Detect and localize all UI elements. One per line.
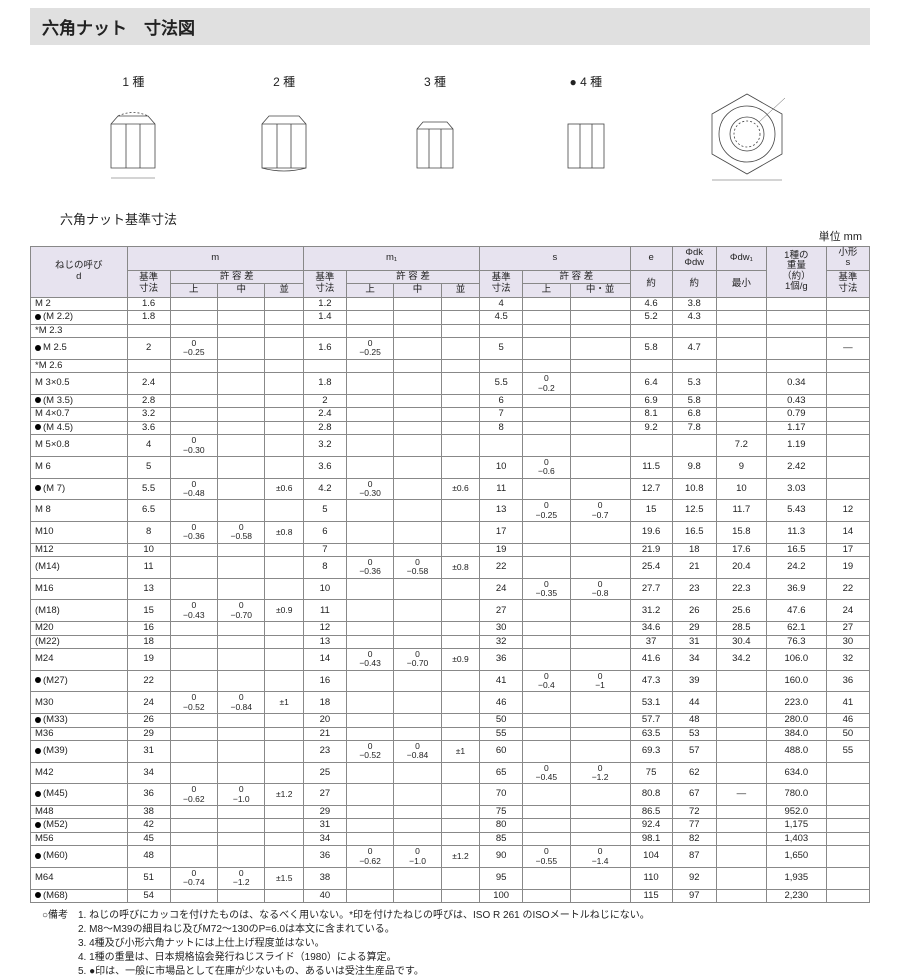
- table-row: (M 7)5.50−0.48±0.64.20−0.30±0.61112.710.…: [31, 478, 870, 500]
- table-row: (M22)181332373130.476.330: [31, 635, 870, 648]
- page-title: 六角ナット 寸法図: [30, 8, 870, 45]
- th-basic: 基準寸法: [480, 270, 523, 297]
- th-s: s: [480, 247, 630, 271]
- table-row: (M60)48360−0.620−1.0±1.2900−0.550−1.4104…: [31, 846, 870, 868]
- table-body: M 21.61.244.63.8(M 2.2)1.81.44.55.24.3*M…: [31, 297, 870, 902]
- table-row: (M68)5440100115972,230: [31, 889, 870, 902]
- th-ue: 上: [523, 284, 570, 297]
- table-row: M 3×0.52.41.85.50−0.26.45.30.34: [31, 373, 870, 395]
- table-row: M30240−0.520−0.84±1184653.144223.041: [31, 692, 870, 714]
- notes: ○備考1. ねじの呼びにカッコを付けたものは、なるべく用いない。*印を付けたねじ…: [30, 909, 870, 979]
- th-m1: m₁: [303, 247, 479, 271]
- th-thread: ねじの呼びd: [31, 247, 128, 298]
- diagrams-row: 1 種 2 種: [58, 59, 842, 199]
- table-row: (M39)31230−0.520−0.84±16069.357488.055: [31, 740, 870, 762]
- th-basic: 基準寸法: [127, 270, 170, 297]
- diagram-label: 2 種: [244, 73, 324, 90]
- th-nami: 並: [265, 284, 303, 297]
- th-phidw1-sub: 最小: [716, 270, 766, 297]
- th-small: 小形s: [826, 247, 869, 271]
- table-row: M4838297586.572952.0: [31, 806, 870, 819]
- table-row: (M18)150−0.430−0.70±0.9112731.22625.647.…: [31, 600, 870, 622]
- table-row: M 4×0.73.22.478.16.80.79: [31, 408, 870, 421]
- note-line: 1. ねじの呼びにカッコを付けたものは、なるべく用いない。*印を付けたねじの呼び…: [78, 910, 650, 921]
- th-naka: 中: [218, 284, 265, 297]
- diagram-label: 3 種: [395, 73, 475, 90]
- table-row: M121071921.91817.616.517: [31, 543, 870, 556]
- note-line: 5. ●印は、一般に市場品として在庫が少ないもの、あるいは受注生産品です。: [78, 966, 424, 977]
- th-e-sub: 約: [630, 270, 672, 297]
- diagram-label: 1 種: [93, 73, 173, 90]
- th-nakanami: 中・並: [570, 284, 630, 297]
- table-row: (M14)1180−0.360−0.58±0.82225.42120.424.2…: [31, 557, 870, 579]
- spec-table: ねじの呼びd m m₁ s e ΦdkΦdw Φdw₁ 1種の重量（約）1個/g…: [30, 246, 870, 903]
- diagram-type3: 3 種: [395, 73, 475, 199]
- nut-side-2: [244, 94, 324, 194]
- table-row: (M 4.5)3.62.889.27.81.17: [31, 421, 870, 434]
- unit-label: 単位 mm: [30, 228, 862, 244]
- table-row: M 5×0.840−0.303.27.21.19: [31, 435, 870, 457]
- table-row: M423425650−0.450−1.27562634.0: [31, 762, 870, 784]
- table-row: (M45)360−0.620−1.0±1.2277080.867—780.0: [31, 784, 870, 806]
- th-weight: 1種の重量（約）1個/g: [766, 247, 826, 298]
- th-phidk: ΦdkΦdw: [672, 247, 716, 271]
- note-line: 3. 4種及び小形六角ナットには上仕上げ程度並はない。: [78, 938, 325, 949]
- table-row: M1080−0.360−0.58±0.861719.616.515.811.31…: [31, 521, 870, 543]
- th-phidk-sub: 約: [672, 270, 716, 297]
- th-m: m: [127, 247, 303, 271]
- diagram-label: ● 4 種: [546, 73, 626, 90]
- table-row: M3629215563.553384.050: [31, 727, 870, 740]
- nut-side-3: [395, 94, 475, 194]
- table-row: M2419140−0.430−0.70±0.93641.63434.2106.0…: [31, 649, 870, 671]
- th-ue: 上: [170, 284, 217, 297]
- table-row: (M52)42318092.4771,175: [31, 819, 870, 832]
- th-tol: 許 容 差: [170, 270, 303, 283]
- table-row: (M 3.5)2.8266.95.80.43: [31, 394, 870, 407]
- table-row: (M 2.2)1.81.44.55.24.3: [31, 311, 870, 324]
- th-tol: 許 容 差: [523, 270, 630, 283]
- diagram-type2: 2 種: [244, 73, 324, 199]
- table-row: (M27)2216410−0.40−147.339160.036: [31, 670, 870, 692]
- th-nami: 並: [441, 284, 479, 297]
- th-ue: 上: [346, 284, 393, 297]
- table-row: M 86.55130−0.250−0.71512.511.75.4312: [31, 500, 870, 522]
- note-line: 4. 1種の重量は、日本規格協会発行ねじスライド（1980）による算定。: [78, 952, 397, 963]
- table-row: (M33)26205057.748280.046: [31, 714, 870, 727]
- notes-lead: ○備考: [42, 909, 78, 923]
- table-row: M 21.61.244.63.8: [31, 297, 870, 310]
- diagram-type4: ● 4 種: [546, 73, 626, 199]
- diagram-top: [697, 66, 807, 199]
- table-row: *M 2.3: [31, 324, 870, 337]
- th-phidw1: Φdw₁: [716, 247, 766, 271]
- th-basic: 基準寸法: [303, 270, 346, 297]
- table-row: M161310240−0.350−0.827.72322.336.922: [31, 578, 870, 600]
- nut-side-1: [93, 94, 173, 194]
- th-e: e: [630, 247, 672, 271]
- nut-top-view: [697, 84, 807, 194]
- th-naka: 中: [394, 284, 441, 297]
- th-tol: 許 容 差: [346, 270, 479, 283]
- table-row: *M 2.6: [31, 359, 870, 372]
- diagram-label: [697, 66, 807, 80]
- table-row: M2016123034.62928.562.127: [31, 622, 870, 635]
- nut-side-4: [546, 94, 626, 194]
- diagram-type1: 1 種: [93, 73, 173, 199]
- note-line: 2. M8～M39の細目ねじ及びM72～130のP=6.0は本文に含まれている。: [78, 924, 395, 935]
- table-row: M64510−0.740−1.2±1.53895110921,935: [31, 868, 870, 890]
- section-title: 六角ナット基準寸法: [60, 209, 870, 228]
- th-small-sub: 基準寸法: [826, 270, 869, 297]
- table-row: M5645348598.1821,403: [31, 832, 870, 845]
- table-row: M 2.520−0.251.60−0.2555.84.7—: [31, 338, 870, 360]
- table-row: M 653.6100−0.611.59.892.42: [31, 456, 870, 478]
- table-header: ねじの呼びd m m₁ s e ΦdkΦdw Φdw₁ 1種の重量（約）1個/g…: [31, 247, 870, 298]
